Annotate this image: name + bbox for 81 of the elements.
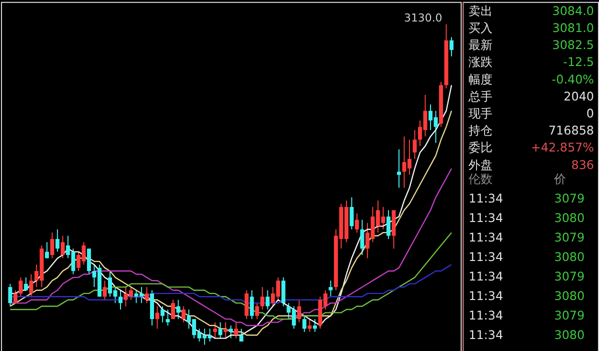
candlestick [50, 232, 54, 259]
text: 11:34 [468, 269, 504, 284]
text: 买入 [468, 20, 493, 35]
candlestick [350, 196, 354, 230]
text: 3079 [554, 308, 585, 322]
candlestick [266, 290, 270, 310]
candlestick [144, 286, 149, 304]
candlestick [396, 148, 401, 188]
candlestick [250, 290, 254, 320]
candlestick [8, 283, 12, 307]
candlestick [312, 318, 317, 332]
text: 持仓 [468, 124, 493, 138]
text: 3080 [554, 288, 585, 303]
candlestick [260, 286, 264, 310]
candlestick [29, 274, 34, 298]
text: 委比 [468, 140, 493, 155]
candlestick [234, 322, 238, 339]
candlestick [24, 276, 28, 291]
candlestick [55, 228, 60, 252]
text: -12.5 [563, 55, 594, 70]
candlestick [450, 36, 454, 57]
text: 3082.5 [552, 38, 594, 52]
candlestick [118, 290, 122, 310]
text: 11:34 [468, 230, 504, 244]
candlestick [218, 322, 222, 339]
candlestick [239, 328, 244, 342]
candlestick [386, 210, 390, 240]
text: 现手 [468, 106, 493, 120]
text: 价 [553, 172, 566, 186]
text: 836 [571, 158, 594, 172]
text: 11:34 [468, 250, 504, 264]
candlestick [224, 322, 228, 339]
text: 最新 [468, 38, 493, 52]
text: 11:34 [468, 210, 504, 225]
text: 外盘 [468, 158, 493, 172]
candlestick [171, 299, 176, 320]
candlestick [412, 130, 417, 160]
text: 716858 [548, 124, 594, 138]
text: 伦数 [468, 172, 493, 186]
candlestick [86, 248, 91, 275]
candlestick [166, 308, 170, 326]
text: 11:34 [468, 191, 504, 206]
candlestick [297, 299, 302, 323]
text: 3079 [554, 269, 585, 284]
text: 3080 [554, 250, 585, 264]
candlestick [302, 315, 306, 332]
candlestick [60, 235, 65, 259]
text: 11:34 [468, 308, 504, 322]
text: 3084.0 [552, 4, 594, 18]
text: 涨跌 [468, 55, 493, 70]
candlestick [360, 219, 364, 256]
candlestick [281, 276, 286, 307]
candlestick [228, 324, 233, 339]
candlestick [308, 318, 312, 332]
candlestick [182, 306, 186, 323]
text: -0.40% [552, 72, 594, 86]
text: 3080 [554, 210, 585, 225]
candlestick [328, 280, 333, 298]
text: 卖出 [468, 4, 493, 18]
candlestick [44, 242, 49, 259]
candlestick [155, 306, 160, 330]
candlestick [160, 306, 165, 323]
text: 3081.0 [552, 20, 594, 35]
candlestick [244, 290, 249, 320]
text: 总手 [468, 89, 493, 104]
candlestick [13, 290, 18, 304]
candlestick [213, 322, 218, 339]
text: 3079 [554, 230, 585, 244]
annotation: 3130.0 [404, 11, 442, 24]
text: +42.857% [530, 140, 594, 155]
candlestick [176, 299, 180, 320]
text: 11:34 [468, 288, 504, 303]
text: 11:34 [468, 328, 504, 342]
text: 0 [586, 106, 594, 120]
text: 3079 [554, 191, 585, 206]
text: 幅度 [468, 72, 493, 86]
text: 2040 [564, 89, 594, 104]
candlestick [18, 276, 23, 298]
candlestick [354, 212, 359, 234]
text: 3080 [554, 328, 585, 342]
candlestick [255, 302, 260, 320]
